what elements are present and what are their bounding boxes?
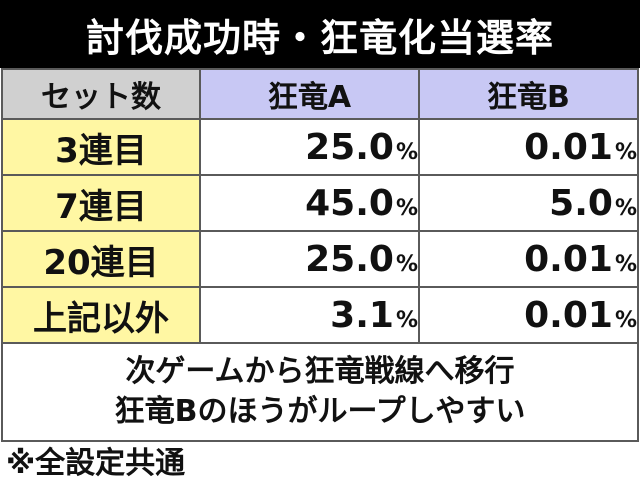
rate-b-cell: 5.0% <box>418 174 639 232</box>
rate-value: 3.1 <box>330 294 394 336</box>
table-row: 上記以外 3.1% 0.01% <box>1 286 639 344</box>
table-row: 3連目 25.0% 0.01% <box>1 118 639 176</box>
percent-unit: % <box>395 139 418 165</box>
header-kyoryu-a: 狂竜A <box>199 68 420 120</box>
rate-b-cell: 0.01% <box>418 230 639 288</box>
rate-b-cell: 0.01% <box>418 118 639 176</box>
rate-value: 45.0 <box>305 182 394 224</box>
percent-unit: % <box>614 139 637 165</box>
percent-unit: % <box>614 195 637 221</box>
percent-unit: % <box>395 195 418 221</box>
rate-a-cell: 25.0% <box>199 118 420 176</box>
rate-a-cell: 25.0% <box>199 230 420 288</box>
percent-unit: % <box>395 251 418 277</box>
rate-b-cell: 0.01% <box>418 286 639 344</box>
percent-unit: % <box>614 251 637 277</box>
rate-value: 0.01 <box>524 294 613 336</box>
rate-value: 0.01 <box>524 126 613 168</box>
table-header-row: セット数 狂竜A 狂竜B <box>1 68 639 120</box>
note-line: 狂竜Bのほうがループしやすい <box>114 394 526 429</box>
header-kyoryu-b: 狂竜B <box>418 68 639 120</box>
rate-value: 25.0 <box>305 126 394 168</box>
row-label: 3連目 <box>1 118 201 176</box>
row-label: 上記以外 <box>1 286 201 344</box>
row-label: 7連目 <box>1 174 201 232</box>
rate-value: 25.0 <box>305 238 394 280</box>
selection-rate-table: セット数 狂竜A 狂竜B 3連目 25.0% 0.01% 7連目 45.0% 5… <box>1 68 639 442</box>
rate-a-cell: 3.1% <box>199 286 420 344</box>
table-row: 7連目 45.0% 5.0% <box>1 174 639 232</box>
page-title: 討伐成功時・狂竜化当選率 <box>0 0 640 68</box>
header-set-count: セット数 <box>1 68 201 120</box>
table-note-row: 次ゲームから狂竜戦線へ移行 狂竜Bのほうがループしやすい <box>1 342 639 442</box>
rate-value: 0.01 <box>524 238 613 280</box>
percent-unit: % <box>614 307 637 333</box>
note-line: 次ゲームから狂竜戦線へ移行 <box>125 354 515 389</box>
table-row: 20連目 25.0% 0.01% <box>1 230 639 288</box>
percent-unit: % <box>395 307 418 333</box>
row-label: 20連目 <box>1 230 201 288</box>
rate-value: 5.0 <box>549 182 613 224</box>
table-note: 次ゲームから狂竜戦線へ移行 狂竜Bのほうがループしやすい <box>1 342 639 442</box>
footnote: ※全設定共通 <box>6 446 186 481</box>
rate-a-cell: 45.0% <box>199 174 420 232</box>
